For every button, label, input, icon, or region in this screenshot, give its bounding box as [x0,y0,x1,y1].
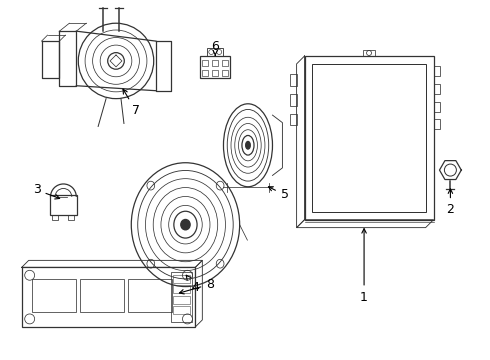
Bar [222,70,228,76]
Bar [313,64,426,212]
Bar [32,279,75,312]
Bar [172,275,191,283]
Bar [290,94,296,105]
Bar [172,296,191,304]
Bar [290,113,296,125]
Bar [202,70,208,76]
Text: 2: 2 [446,189,454,216]
Bar [212,60,218,66]
Bar [172,306,191,314]
Bar [434,120,441,129]
Text: 1: 1 [360,229,368,303]
Bar [69,215,74,220]
Bar [222,60,228,66]
Bar [79,279,123,312]
Bar [434,102,441,112]
Bar [290,74,296,86]
Ellipse shape [245,141,250,149]
Text: 4: 4 [186,275,199,294]
Bar [434,84,441,94]
Bar [52,215,58,220]
Bar [212,70,218,76]
Bar [200,56,230,78]
Bar [172,285,191,293]
Text: 5: 5 [269,187,289,201]
Text: 8: 8 [179,278,214,294]
Bar [22,267,196,327]
Bar [363,50,375,56]
Bar [127,279,172,312]
Bar [207,48,223,56]
Bar [202,60,208,66]
Bar [434,66,441,76]
Bar [49,195,77,215]
Bar [171,272,193,322]
Ellipse shape [181,220,190,230]
Text: 3: 3 [33,184,60,199]
Bar [305,56,434,220]
Text: 7: 7 [123,89,140,117]
Text: 6: 6 [211,40,219,55]
